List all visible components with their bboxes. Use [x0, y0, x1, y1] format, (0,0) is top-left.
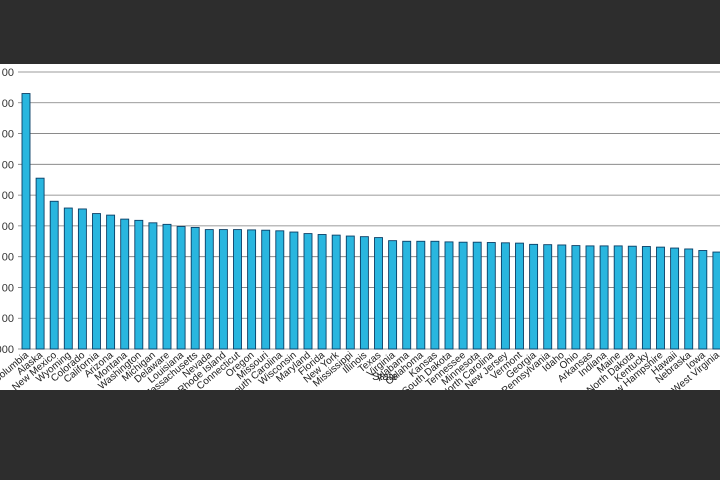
- bar: [543, 244, 553, 350]
- bar: [458, 241, 468, 350]
- bar: [247, 229, 257, 350]
- bar: [444, 241, 454, 350]
- bar: [303, 233, 313, 350]
- bar: [416, 240, 426, 350]
- y-tick-label: 00: [2, 221, 14, 233]
- bar: [261, 229, 271, 350]
- bar: [106, 214, 116, 350]
- bar: [233, 229, 242, 350]
- bar: [515, 242, 524, 350]
- bar: [49, 200, 59, 350]
- bar: [63, 207, 73, 350]
- bar: [557, 244, 567, 350]
- chart-panel: 000000000000000000000 ColumbiaAlaskaNew …: [0, 64, 720, 390]
- bar: [627, 245, 637, 350]
- bar: [402, 240, 412, 350]
- x-axis-title: State: [372, 371, 398, 383]
- bar: [331, 234, 341, 350]
- y-tick-label: 00: [2, 67, 14, 79]
- bar: [21, 93, 31, 350]
- bar: [162, 223, 172, 350]
- bar: [148, 222, 158, 350]
- y-tick-labels: 000000000000000000000: [0, 67, 14, 356]
- bar: [77, 208, 87, 350]
- bar: [486, 242, 496, 350]
- y-tick-label: 000: [0, 344, 14, 356]
- bar: [599, 245, 609, 350]
- y-tick-label: 00: [2, 190, 14, 202]
- bar: [374, 237, 383, 350]
- bar: [571, 245, 581, 350]
- bar: [656, 246, 665, 350]
- y-tick-label: 00: [2, 282, 14, 294]
- bar: [176, 226, 186, 350]
- bar: [670, 247, 680, 350]
- bar: [430, 240, 440, 350]
- y-tick-label: 00: [2, 98, 14, 110]
- bar: [388, 240, 398, 350]
- bar: [684, 248, 694, 350]
- bar: [641, 246, 651, 350]
- y-tick-label: 00: [2, 313, 14, 325]
- bar: [529, 243, 539, 350]
- bar: [345, 235, 355, 350]
- y-tick-label: 00: [2, 129, 14, 141]
- bar: [120, 218, 130, 350]
- y-tick-label: 00: [2, 159, 14, 171]
- bar: [92, 213, 101, 350]
- bar-chart: 000000000000000000000 ColumbiaAlaskaNew …: [0, 67, 720, 390]
- bar: [35, 177, 45, 350]
- bar: [204, 229, 214, 350]
- bars: [21, 93, 720, 350]
- bar: [500, 242, 510, 350]
- bar: [218, 229, 228, 350]
- bar: [585, 245, 595, 350]
- bar: [190, 226, 200, 350]
- bar: [712, 251, 720, 350]
- bar: [613, 245, 623, 350]
- bar: [472, 241, 482, 350]
- bar: [359, 236, 369, 350]
- y-tick-label: 00: [2, 252, 14, 264]
- bar: [698, 250, 708, 350]
- bar: [275, 230, 285, 350]
- bar: [134, 219, 144, 350]
- bar: [317, 234, 327, 350]
- bar: [289, 231, 299, 350]
